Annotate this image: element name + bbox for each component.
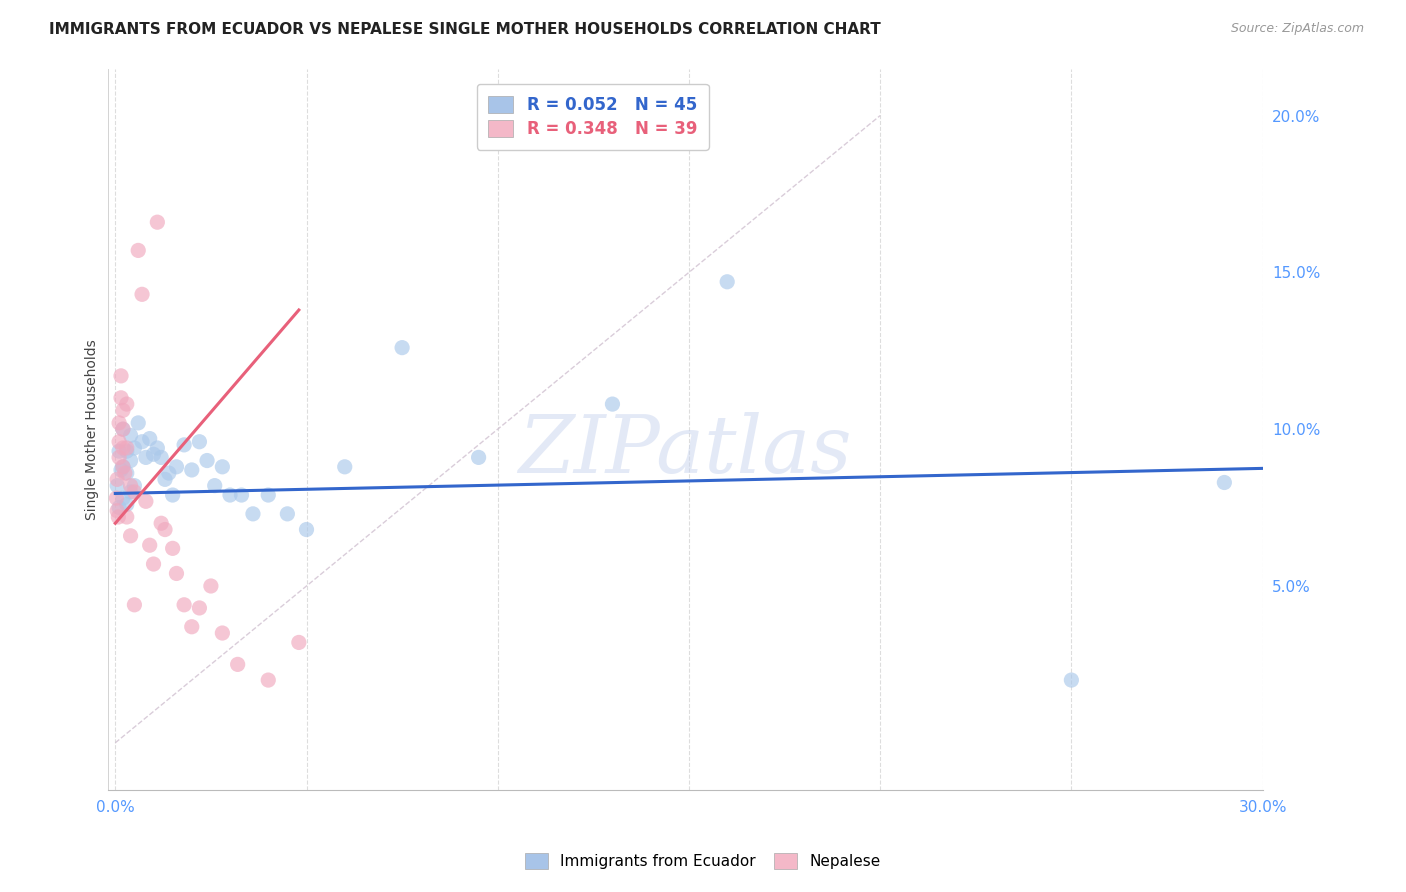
Point — [115, 510, 138, 524]
Point — [120, 478, 142, 492]
Point — [120, 428, 142, 442]
Point — [115, 397, 138, 411]
Point — [120, 484, 142, 499]
Point — [111, 459, 134, 474]
Point — [211, 626, 233, 640]
Point — [131, 287, 153, 301]
Point — [115, 441, 138, 455]
Point — [110, 368, 132, 383]
Point — [200, 579, 222, 593]
Point — [108, 450, 131, 465]
Point — [1060, 673, 1083, 687]
Point — [124, 441, 146, 455]
Point — [127, 244, 149, 258]
Point — [135, 494, 157, 508]
Point — [333, 459, 356, 474]
Point — [115, 444, 138, 458]
Point — [180, 463, 202, 477]
Point — [124, 484, 146, 499]
Point — [111, 441, 134, 455]
Point — [602, 397, 624, 411]
Point — [111, 422, 134, 436]
Point — [211, 459, 233, 474]
Point — [124, 598, 146, 612]
Point — [391, 341, 413, 355]
Point — [467, 450, 489, 465]
Point — [124, 478, 146, 492]
Point — [138, 538, 160, 552]
Point — [110, 391, 132, 405]
Point — [105, 491, 128, 505]
Point — [219, 488, 242, 502]
Point — [142, 557, 165, 571]
Point — [226, 657, 249, 672]
Point — [162, 488, 184, 502]
Point — [107, 510, 129, 524]
Point — [110, 463, 132, 477]
Point — [138, 432, 160, 446]
Point — [195, 453, 218, 467]
Point — [188, 434, 211, 449]
Point — [257, 673, 280, 687]
Point — [115, 498, 138, 512]
Point — [150, 516, 173, 531]
Point — [166, 566, 188, 581]
Point — [108, 500, 131, 515]
Point — [295, 523, 318, 537]
Point — [162, 541, 184, 556]
Point — [276, 507, 298, 521]
Point — [166, 459, 188, 474]
Point — [105, 472, 128, 486]
Point — [153, 472, 176, 486]
Point — [146, 441, 169, 455]
Point — [105, 504, 128, 518]
Point — [150, 450, 173, 465]
Point — [111, 491, 134, 505]
Point — [108, 434, 131, 449]
Point — [108, 416, 131, 430]
Legend: R = 0.052   N = 45, R = 0.348   N = 39: R = 0.052 N = 45, R = 0.348 N = 39 — [477, 84, 709, 150]
Point — [157, 466, 180, 480]
Point — [204, 478, 226, 492]
Point — [242, 507, 264, 521]
Point — [115, 466, 138, 480]
Point — [1213, 475, 1236, 490]
Point — [120, 453, 142, 467]
Text: ZIPatlas: ZIPatlas — [519, 412, 852, 490]
Point — [146, 215, 169, 229]
Y-axis label: Single Mother Households: Single Mother Households — [86, 339, 100, 519]
Point — [108, 444, 131, 458]
Text: IMMIGRANTS FROM ECUADOR VS NEPALESE SINGLE MOTHER HOUSEHOLDS CORRELATION CHART: IMMIGRANTS FROM ECUADOR VS NEPALESE SING… — [49, 22, 882, 37]
Point — [120, 529, 142, 543]
Point — [114, 466, 136, 480]
Point — [127, 416, 149, 430]
Point — [180, 620, 202, 634]
Point — [153, 523, 176, 537]
Point — [111, 422, 134, 436]
Point — [173, 438, 195, 452]
Text: Source: ZipAtlas.com: Source: ZipAtlas.com — [1230, 22, 1364, 36]
Point — [257, 488, 280, 502]
Point — [716, 275, 738, 289]
Point — [111, 459, 134, 474]
Point — [111, 403, 134, 417]
Point — [142, 447, 165, 461]
Point — [131, 434, 153, 449]
Point — [188, 601, 211, 615]
Legend: Immigrants from Ecuador, Nepalese: Immigrants from Ecuador, Nepalese — [519, 847, 887, 875]
Point — [105, 478, 128, 492]
Point — [135, 450, 157, 465]
Point — [288, 635, 311, 649]
Point — [231, 488, 253, 502]
Point — [173, 598, 195, 612]
